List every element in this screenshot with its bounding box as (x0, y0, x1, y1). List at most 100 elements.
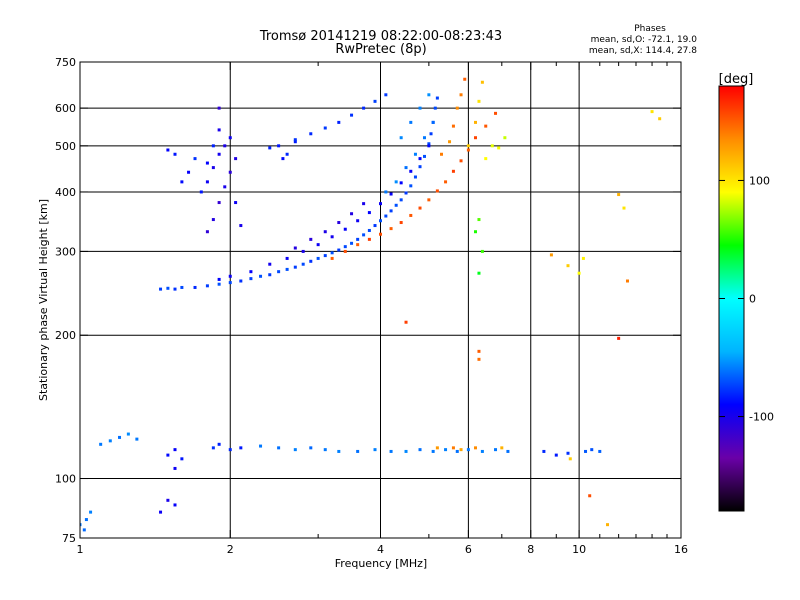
o-mode-point (180, 180, 184, 184)
o-mode-point (444, 448, 448, 452)
o-mode-point (435, 96, 439, 100)
o-mode-point (433, 106, 437, 110)
o-mode-point (384, 93, 388, 97)
o-mode-point (166, 148, 170, 152)
o-mode-point (217, 442, 221, 446)
o-mode-point (80, 523, 82, 527)
o-mode-point (427, 142, 431, 146)
o-mode-point (228, 274, 232, 278)
o-mode-point (239, 224, 243, 228)
y-tick-label: 300 (55, 245, 76, 258)
x-tick-label: 6 (465, 543, 472, 556)
o-mode-point (228, 136, 232, 140)
stats-line-o: mean, sd,O: -72.1, 19.0 (591, 35, 698, 45)
y-tick-label: 750 (55, 56, 76, 69)
data-points (80, 77, 662, 532)
y-axis-label: Stationary phase Virtual Height [km] (37, 199, 50, 401)
x-mode-point (625, 279, 629, 283)
o-mode-point (82, 528, 86, 532)
o-mode-point (301, 249, 305, 253)
colorbar-label: [deg] (719, 72, 754, 87)
o-mode-point (277, 144, 281, 148)
o-mode-point (409, 169, 413, 173)
o-mode-point (173, 448, 177, 452)
o-mode-point (239, 446, 243, 450)
x-mode-point (444, 180, 448, 184)
o-mode-point (228, 448, 232, 452)
o-mode-point (362, 106, 366, 110)
o-mode-point (268, 146, 272, 150)
o-mode-point (211, 446, 215, 450)
o-mode-point (99, 442, 103, 446)
y-tick-label: 100 (55, 473, 76, 486)
o-mode-point (379, 202, 382, 206)
o-mode-point (413, 152, 417, 156)
o-mode-point (373, 448, 377, 452)
o-mode-point (268, 262, 272, 266)
o-mode-point (362, 233, 366, 237)
o-mode-point (316, 256, 320, 260)
o-mode-point (84, 518, 88, 522)
x-mode-point (463, 77, 467, 81)
x-mode-point (549, 253, 553, 257)
x-mode-point (473, 120, 477, 124)
o-mode-point (598, 449, 602, 453)
o-mode-point (399, 181, 403, 185)
o-mode-point (384, 190, 388, 194)
x-mode-point (440, 152, 444, 156)
o-mode-point (293, 448, 297, 452)
chart-subtitle: RwPretec (8p) (335, 42, 426, 57)
colorbar-axis: 100 0 -100 (719, 174, 774, 424)
o-mode-point (259, 274, 263, 278)
x-mode-point (484, 124, 488, 128)
o-mode-point (350, 113, 354, 117)
o-mode-point (337, 120, 341, 124)
stats-line-x: mean, sd,X: 114.4, 27.8 (589, 46, 697, 56)
x-mode-point (581, 256, 585, 260)
o-mode-point (173, 503, 177, 507)
x-mode-point (650, 110, 654, 114)
o-mode-point (285, 152, 289, 156)
o-mode-point (234, 201, 238, 205)
o-mode-point (205, 180, 209, 184)
o-mode-point (343, 227, 347, 231)
o-mode-point (350, 241, 354, 245)
o-mode-point (268, 273, 272, 277)
o-mode-point (309, 259, 313, 263)
o-mode-point (584, 449, 588, 453)
x-tick-label: 16 (674, 543, 688, 556)
o-mode-point (394, 180, 398, 184)
o-mode-point (173, 152, 177, 156)
o-mode-point (418, 165, 422, 169)
x-mode-point (477, 271, 481, 275)
x-mode-point (477, 357, 481, 361)
o-mode-point (418, 157, 422, 161)
o-mode-point (323, 230, 327, 234)
x-mode-point (588, 494, 592, 498)
x-mode-point (389, 227, 393, 231)
x-mode-point (494, 111, 498, 115)
x-mode-point (477, 349, 481, 353)
y-tick-label: 400 (55, 186, 76, 199)
o-mode-point (427, 144, 431, 148)
x-mode-point (427, 198, 431, 202)
o-mode-point (350, 212, 354, 216)
o-mode-point (316, 243, 320, 247)
o-mode-point (159, 287, 163, 291)
x-axis-label: Frequency [MHz] (335, 557, 427, 570)
x-mode-point (617, 193, 621, 197)
chart-title: Tromsø 20141219 08:22:00-08:23:43 (259, 29, 502, 44)
o-mode-point (205, 284, 209, 288)
x-mode-point (459, 448, 463, 452)
o-mode-point (343, 245, 347, 249)
o-mode-point (590, 448, 594, 452)
o-mode-point (356, 237, 360, 241)
o-mode-point (389, 209, 393, 213)
x-mode-point (459, 159, 463, 163)
x-mode-point (399, 221, 403, 225)
x-mode-point (435, 189, 439, 193)
o-mode-point (293, 265, 297, 269)
o-mode-point (223, 185, 227, 189)
x-mode-point (356, 243, 360, 247)
o-mode-point (193, 285, 197, 289)
